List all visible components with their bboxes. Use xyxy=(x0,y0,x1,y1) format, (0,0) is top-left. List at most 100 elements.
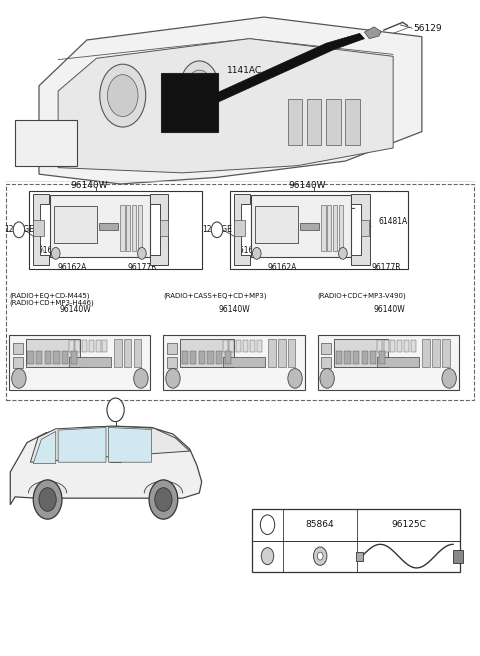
Bar xyxy=(89,340,94,352)
Text: 96126: 96126 xyxy=(16,132,45,140)
Bar xyxy=(334,339,388,367)
Bar xyxy=(397,340,402,352)
Bar xyxy=(307,99,322,145)
Circle shape xyxy=(320,369,334,388)
Bar xyxy=(345,99,360,145)
Text: 96175D: 96175D xyxy=(326,195,356,203)
Circle shape xyxy=(442,369,456,388)
Bar xyxy=(432,339,440,367)
Bar xyxy=(163,335,305,390)
Bar xyxy=(338,205,343,251)
Text: a: a xyxy=(265,520,270,529)
Bar xyxy=(27,351,34,364)
Circle shape xyxy=(149,480,178,519)
Circle shape xyxy=(12,369,26,388)
Text: 96140W: 96140W xyxy=(373,304,405,314)
Bar xyxy=(234,220,245,236)
Polygon shape xyxy=(58,39,393,173)
Bar xyxy=(207,351,214,364)
Bar xyxy=(120,205,125,251)
Text: (RADIO+CASS+EQ+CD+MP3): (RADIO+CASS+EQ+CD+MP3) xyxy=(163,293,267,299)
Bar xyxy=(181,351,188,364)
Polygon shape xyxy=(28,482,67,493)
Circle shape xyxy=(166,369,180,388)
Bar xyxy=(110,455,121,462)
Text: 96177R: 96177R xyxy=(128,263,157,272)
Circle shape xyxy=(261,548,274,565)
Circle shape xyxy=(260,515,275,535)
Text: 96162A: 96162A xyxy=(234,246,264,255)
Circle shape xyxy=(338,247,347,259)
Bar xyxy=(132,205,136,251)
Circle shape xyxy=(180,61,218,113)
Bar xyxy=(49,195,150,257)
Text: a: a xyxy=(113,405,118,415)
Text: (RADIO+EQ+CD-M445): (RADIO+EQ+CD-M445) xyxy=(9,293,90,299)
Bar xyxy=(223,340,228,352)
Bar xyxy=(6,184,474,400)
Bar xyxy=(225,351,231,364)
Bar xyxy=(322,205,325,251)
Text: 96140W: 96140W xyxy=(218,304,250,314)
Text: 96145C: 96145C xyxy=(69,207,98,215)
Bar xyxy=(411,340,416,352)
Bar xyxy=(318,335,459,390)
Bar xyxy=(377,340,382,352)
Bar xyxy=(322,358,331,368)
Polygon shape xyxy=(144,482,182,493)
Bar xyxy=(103,340,108,352)
Bar xyxy=(96,340,101,352)
Bar xyxy=(15,120,77,166)
Circle shape xyxy=(108,75,138,117)
Bar xyxy=(124,339,132,367)
Bar xyxy=(252,509,460,571)
Bar xyxy=(422,339,430,367)
Polygon shape xyxy=(58,428,106,462)
Polygon shape xyxy=(39,17,422,184)
Circle shape xyxy=(187,70,212,104)
Bar xyxy=(36,351,42,364)
Polygon shape xyxy=(30,426,190,462)
Polygon shape xyxy=(33,432,56,464)
Bar xyxy=(69,357,111,367)
Bar xyxy=(442,339,450,367)
Bar xyxy=(250,340,255,352)
Bar xyxy=(333,205,337,251)
Bar xyxy=(379,351,385,364)
Bar xyxy=(114,339,121,367)
Polygon shape xyxy=(33,194,48,264)
Bar xyxy=(69,340,73,352)
Text: 1249GE: 1249GE xyxy=(203,224,232,234)
Text: 96145C: 96145C xyxy=(326,203,356,211)
Bar xyxy=(53,351,60,364)
Bar xyxy=(453,550,463,563)
Bar xyxy=(82,340,87,352)
Bar xyxy=(377,357,419,367)
Bar xyxy=(138,205,142,251)
Polygon shape xyxy=(10,426,202,504)
Text: 96162A: 96162A xyxy=(57,263,86,272)
Circle shape xyxy=(107,398,124,422)
Bar xyxy=(360,220,369,236)
Bar xyxy=(268,339,276,367)
Bar xyxy=(288,99,302,145)
Bar xyxy=(370,351,376,364)
Text: 96162A: 96162A xyxy=(268,263,297,272)
Bar xyxy=(300,223,319,230)
Polygon shape xyxy=(108,428,152,462)
Bar xyxy=(54,206,97,243)
Bar xyxy=(62,351,68,364)
Bar xyxy=(344,351,350,364)
Bar xyxy=(361,351,368,364)
Circle shape xyxy=(155,487,172,511)
Bar xyxy=(75,340,80,352)
Text: 61481A: 61481A xyxy=(120,199,149,207)
Text: 85864: 85864 xyxy=(306,520,335,529)
Text: 96125C: 96125C xyxy=(391,520,426,529)
Bar xyxy=(133,339,141,367)
Bar xyxy=(223,357,265,367)
Bar xyxy=(327,205,331,251)
Circle shape xyxy=(13,222,24,237)
Bar xyxy=(167,372,177,382)
Bar xyxy=(251,195,351,257)
